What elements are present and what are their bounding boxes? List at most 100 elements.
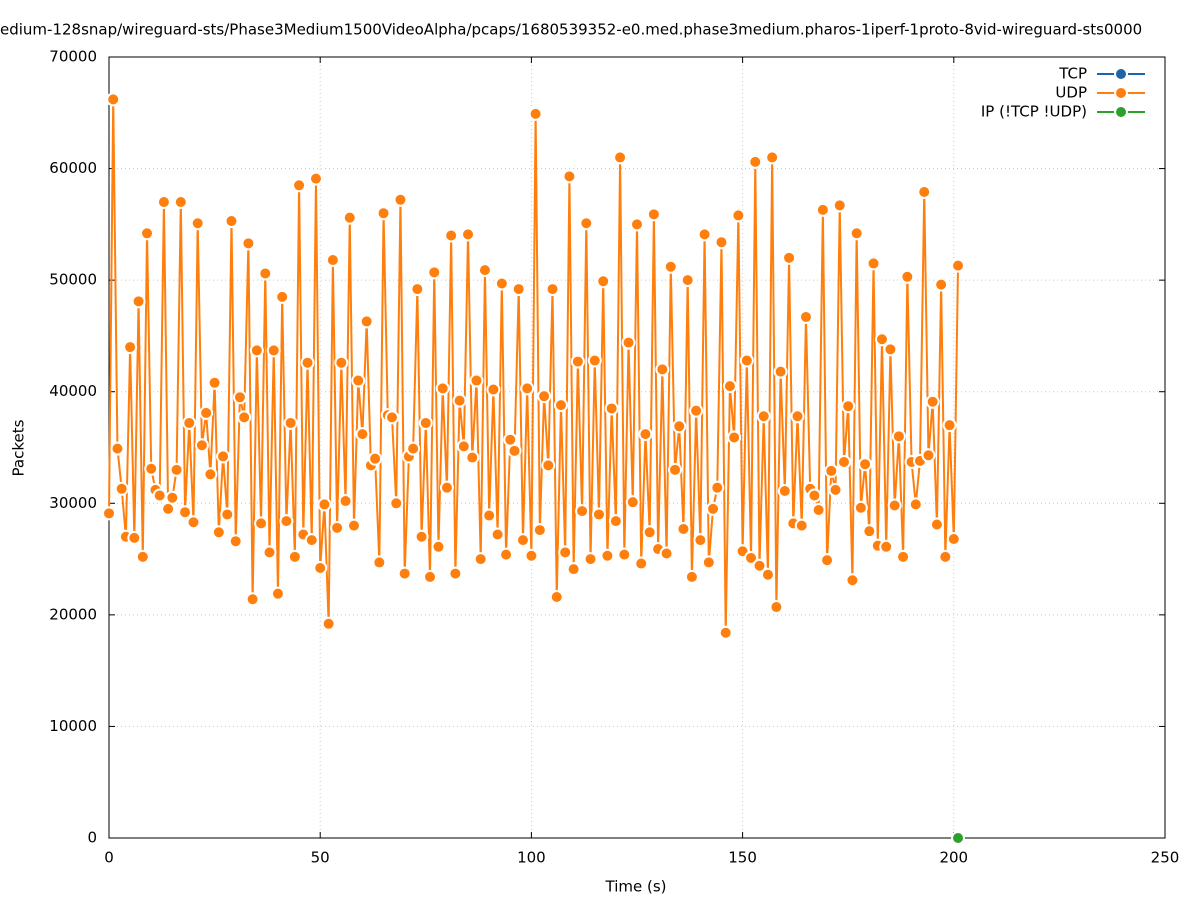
data-point (828, 482, 843, 497)
data-point (237, 410, 252, 425)
data-point (638, 427, 653, 442)
data-point (490, 527, 505, 542)
x-axis-label: Time (s) (605, 878, 667, 896)
data-point (524, 548, 539, 563)
data-point (507, 443, 522, 458)
data-point (494, 276, 509, 291)
data-point (473, 552, 488, 567)
data-point (368, 451, 383, 466)
data-point (887, 498, 902, 513)
data-point (393, 192, 408, 207)
data-point (849, 226, 864, 241)
data-point (477, 263, 492, 278)
data-point (553, 398, 568, 413)
data-point (714, 235, 729, 250)
data-point (798, 309, 813, 324)
data-point (748, 154, 763, 169)
data-point (853, 500, 868, 515)
data-point (706, 501, 721, 516)
data-point (385, 410, 400, 425)
data-point (646, 207, 661, 222)
data-point (123, 340, 138, 355)
legend-marker (1114, 67, 1128, 81)
data-point (693, 533, 708, 548)
data-point (304, 533, 319, 548)
data-point (469, 373, 484, 388)
data-point (165, 490, 180, 505)
data-point (676, 521, 691, 536)
data-point (815, 202, 830, 217)
data-point (262, 545, 277, 560)
data-point (270, 586, 285, 601)
data-point (739, 353, 754, 368)
data-point (558, 545, 573, 560)
data-point (773, 364, 788, 379)
data-point (600, 548, 615, 563)
data-point (169, 462, 184, 477)
data-point (642, 525, 657, 540)
legend-label: TCP (1058, 65, 1087, 83)
data-point (908, 497, 923, 512)
y-tick-label: 70000 (49, 48, 97, 66)
data-point (444, 228, 459, 243)
data-point (144, 461, 159, 476)
data-point (435, 381, 450, 396)
legend-marker (1114, 105, 1128, 119)
legend-label: UDP (1055, 84, 1087, 102)
data-point (106, 92, 121, 107)
data-point (866, 256, 881, 271)
data-point (562, 169, 577, 184)
data-point (414, 529, 429, 544)
x-tick-label: 250 (1151, 849, 1180, 867)
data-point (448, 566, 463, 581)
y-tick-label: 10000 (49, 717, 97, 735)
data-point (579, 216, 594, 231)
data-point (934, 277, 949, 292)
data-point (769, 600, 784, 615)
data-point (621, 335, 636, 350)
data-point (207, 375, 222, 390)
data-point (406, 441, 421, 456)
data-point (811, 502, 826, 517)
y-tick-label: 60000 (49, 159, 97, 177)
data-point (938, 549, 953, 564)
data-point (254, 516, 269, 531)
data-point (946, 531, 961, 546)
data-point (549, 590, 564, 605)
data-point (131, 294, 146, 309)
data-point (820, 553, 835, 568)
data-point (874, 332, 889, 347)
data-point (135, 549, 150, 564)
data-point (663, 259, 678, 274)
x-tick-label: 50 (311, 849, 330, 867)
data-point (186, 515, 201, 530)
data-point (376, 206, 391, 221)
data-point (925, 394, 940, 409)
data-point (397, 566, 412, 581)
series-line (108, 98, 960, 634)
data-point (308, 171, 323, 186)
data-point (102, 506, 116, 521)
data-point (266, 343, 281, 358)
data-point (228, 534, 243, 549)
data-point (570, 354, 585, 369)
data-point (613, 150, 628, 165)
data-point (824, 463, 839, 478)
data-point (330, 520, 345, 535)
data-point (178, 505, 193, 520)
data-point (951, 258, 966, 273)
data-point (283, 415, 298, 430)
data-point (710, 480, 725, 495)
data-point (482, 508, 497, 523)
x-tick-label: 150 (728, 849, 757, 867)
data-point (752, 558, 767, 573)
data-point (765, 150, 780, 165)
data-point (672, 419, 687, 434)
data-point (790, 409, 805, 424)
data-point (275, 289, 290, 304)
data-point (655, 362, 670, 377)
data-point (321, 616, 336, 631)
data-point (760, 567, 775, 582)
data-point (896, 549, 911, 564)
data-point (140, 226, 155, 241)
